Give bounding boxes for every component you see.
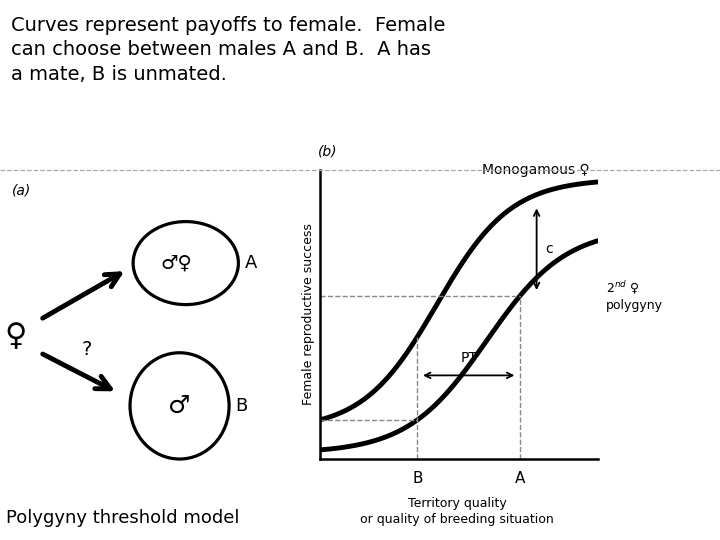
Text: PT: PT [460, 352, 477, 365]
Text: (b): (b) [318, 145, 337, 159]
Text: 2$^{nd}$ ♀
polygyny: 2$^{nd}$ ♀ polygyny [606, 280, 663, 312]
Text: Polygyny threshold model: Polygyny threshold model [6, 509, 240, 527]
Text: c: c [545, 242, 552, 256]
Text: Curves represent payoffs to female.  Female
can choose between males A and B.  A: Curves represent payoffs to female. Fema… [11, 16, 445, 84]
Text: B: B [235, 397, 248, 415]
Text: A: A [515, 470, 525, 485]
Text: B: B [412, 470, 423, 485]
Text: Territory quality
or quality of breeding situation: Territory quality or quality of breeding… [360, 496, 554, 526]
Text: Monogamous ♀: Monogamous ♀ [482, 163, 589, 177]
Text: ♀: ♀ [4, 322, 27, 350]
Text: ?: ? [81, 340, 92, 359]
Text: ♂♀: ♂♀ [161, 254, 192, 273]
Text: A: A [245, 254, 257, 272]
Text: (a): (a) [12, 184, 32, 198]
Text: ♂: ♂ [168, 394, 191, 418]
Y-axis label: Female reproductive success: Female reproductive success [302, 224, 315, 406]
